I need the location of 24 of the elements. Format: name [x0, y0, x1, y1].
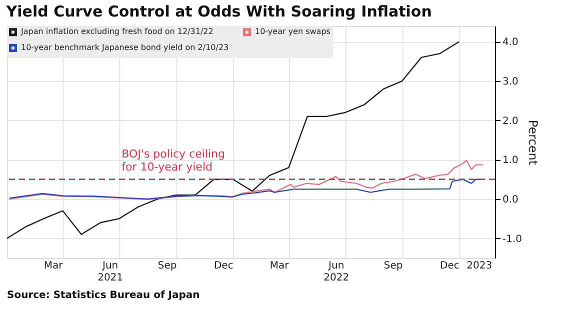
- y-tick-label: 1.0: [502, 155, 518, 166]
- x-tick-label: Jun 2021: [98, 260, 124, 284]
- x-tick-label: 2023: [466, 260, 492, 272]
- y-axis-title: Percent: [526, 120, 540, 166]
- x-tick-label: Sep: [158, 260, 177, 272]
- source-note: Source: Statistics Bureau of Japan: [7, 290, 200, 301]
- line-series: [8, 160, 484, 200]
- legend-label: 10-year benchmark Japanese bond yield on 2/10/23: [21, 43, 229, 52]
- y-tick-label: -1.0: [502, 234, 522, 245]
- x-tick-label: Dec: [440, 260, 460, 272]
- y-tick-label: 0.0: [502, 194, 518, 206]
- y-tick-label: 3.0: [502, 76, 518, 88]
- line-series: [6, 41, 460, 239]
- x-tick-label: Sep: [384, 260, 403, 272]
- y-tick-label: 4.0: [502, 37, 518, 48]
- legend-label: Japan inflation excluding fresh food on 12/31/22: [20, 27, 214, 36]
- x-tick-label: Jun 2022: [324, 260, 350, 284]
- x-tick-label: Dec: [214, 260, 234, 272]
- x-tick-label: Mar: [44, 260, 64, 272]
- legend-label: 10-year yen swaps: [255, 27, 330, 36]
- chart-title: Yield Curve Control at Odds With Soaring Inflation: [5, 2, 432, 20]
- ref-line-label: BOJ's policy ceiling for 10-year yield: [122, 147, 226, 174]
- x-tick-label: Mar: [270, 260, 290, 272]
- y-tick-label: 2.0: [502, 116, 518, 127]
